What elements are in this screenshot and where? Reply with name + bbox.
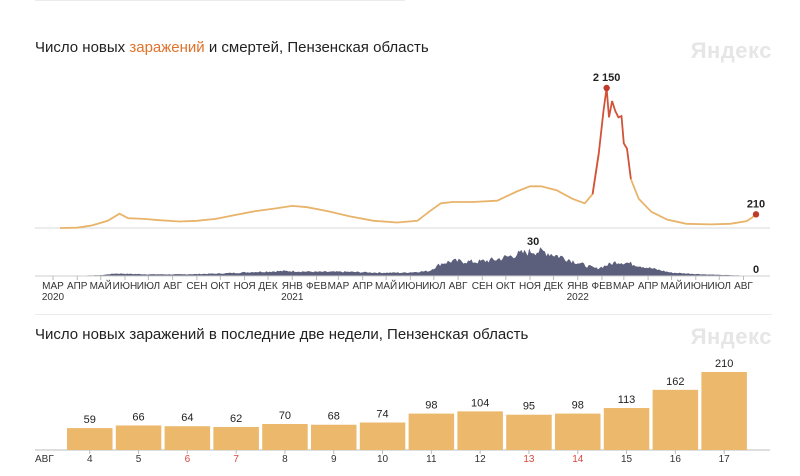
bar-category-label: 8 [282, 454, 288, 465]
month-tick-label: АВГ [163, 281, 182, 292]
bar-value-label: 98 [425, 400, 437, 412]
bar-category-label: 15 [621, 454, 633, 465]
month-tick-label: ДЕК [544, 281, 563, 292]
deaths-area-series [53, 247, 756, 276]
bar-category-label: 9 [331, 454, 337, 465]
month-tick-label: НОЯ [234, 281, 256, 292]
month-tick-label: ИЮН [398, 281, 423, 292]
month-tick-label: ИЮЛ [422, 281, 445, 292]
bar-value-label: 113 [618, 394, 636, 406]
bar-category-label: 13 [523, 454, 535, 465]
bar-value-label: 95 [523, 401, 535, 413]
month-tick-label: ИЮЛ [708, 281, 731, 292]
title-part-2: и смертей [204, 39, 279, 56]
month-tick-label: ОКТ [496, 281, 516, 292]
bar-category-label: 7 [233, 454, 239, 465]
year-label: 2022 [567, 292, 590, 303]
infections-line-peak-segment [591, 87, 632, 195]
bar [164, 426, 211, 450]
infections-last-label: 210 [747, 198, 765, 210]
top-divider [35, 0, 405, 1]
bar [311, 424, 357, 450]
year-label: 2021 [281, 292, 304, 303]
month-tick-label: ФЕВ [591, 281, 612, 292]
bar-category-label: 12 [475, 454, 487, 465]
month-tick-label: ЯНВ [282, 281, 303, 292]
bar-value-label: 70 [279, 410, 291, 422]
bar-value-label: 62 [230, 413, 242, 425]
bar-value-label: 68 [328, 411, 340, 423]
infections-line-series [59, 152, 600, 229]
chart-2-title: Число новых заражений в последние две не… [35, 326, 529, 343]
bar-value-label: 210 [715, 358, 733, 370]
bar [555, 413, 601, 450]
bar [652, 389, 699, 450]
bar [408, 413, 455, 450]
yandex-watermark-1: Яндекс [690, 38, 772, 63]
month-tick-label: АПР [67, 281, 88, 292]
bar [115, 425, 162, 450]
title-highlight-infections: заражений [129, 39, 205, 56]
bar [506, 414, 552, 450]
month-tick-label: ОКТ [210, 281, 230, 292]
month-tick-label: СЕН [472, 281, 493, 292]
month-tick-label: ЯНВ [567, 281, 588, 292]
month-tick-label: ИЮН [684, 281, 709, 292]
bar-category-label: 4 [87, 454, 93, 465]
month-tick-label: АПР [638, 281, 659, 292]
bar [359, 422, 406, 450]
bar-value-label: 59 [84, 414, 96, 426]
infections-last-point [752, 211, 760, 218]
month-tick-label: ИЮЛ [137, 281, 160, 292]
month-tick-label: МАЙ [660, 279, 682, 292]
bar [457, 411, 503, 450]
month-tick-label: МАЙ [90, 279, 112, 292]
deaths-last-label: 0 [753, 264, 759, 276]
infections-peak-point [603, 84, 610, 92]
month-tick-label: МАР [613, 281, 635, 292]
bar-category-label: 17 [719, 454, 731, 465]
month-tick-label: АПР [352, 281, 373, 292]
month-tick-label: НОЯ [519, 281, 541, 292]
bar-value-label: 64 [181, 412, 193, 424]
bar-category-label: 10 [377, 454, 389, 465]
month-tick-label: ДЕК [258, 281, 277, 292]
bar-value-label: 66 [132, 411, 144, 423]
month-tick-label: МАР [328, 281, 350, 292]
month-tick-label: МАЙ [375, 279, 397, 292]
yandex-watermark-2: Яндекс [690, 324, 772, 349]
bar [262, 424, 308, 450]
bar-value-label: 104 [471, 397, 489, 409]
bar [213, 426, 259, 450]
deaths-peak-label: 30 [527, 236, 539, 248]
bar-category-label: 14 [572, 454, 584, 465]
infections-line-tail [630, 178, 757, 226]
bar-category-label: 5 [136, 454, 142, 465]
infections-peak-label: 2 150 [593, 72, 621, 84]
bar-category-label: 16 [670, 454, 682, 465]
bar-value-label: 74 [376, 409, 388, 421]
section-divider [35, 314, 772, 315]
month-tick-label: ИЮН [113, 281, 138, 292]
bar [701, 372, 747, 450]
bar-month-label: АВГ [35, 454, 54, 465]
chart-1-title: Число новых заражений и смертей, Пензенс… [35, 39, 429, 56]
bar [603, 408, 650, 450]
month-tick-label: СЕН [186, 281, 207, 292]
month-tick-label: АВГ [734, 281, 753, 292]
month-tick-label: АВГ [449, 281, 468, 292]
month-tick-label: МАР [42, 281, 64, 292]
bar-category-label: 6 [185, 454, 191, 465]
bar-value-label: 98 [572, 400, 584, 412]
bar-value-label: 162 [666, 376, 684, 388]
title-part-3: , Пензенская область [279, 39, 429, 56]
bar [67, 428, 113, 450]
month-tick-label: ФЕВ [306, 281, 327, 292]
bar-category-label: 11 [426, 454, 437, 465]
year-label: 2020 [42, 292, 65, 303]
title-part-1: Число новых [35, 39, 130, 56]
